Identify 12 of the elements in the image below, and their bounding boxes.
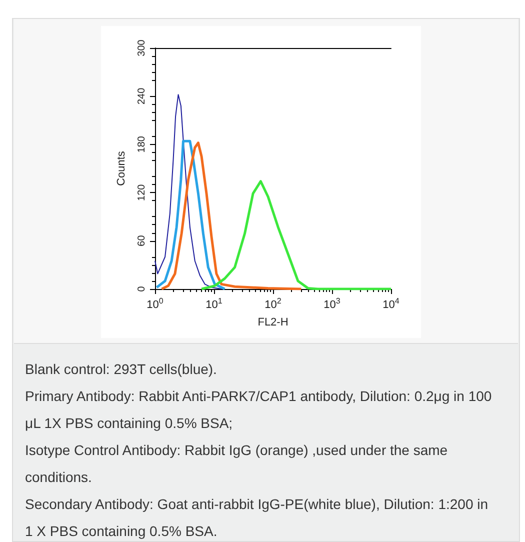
text: Secondary Antibody: Goat anti-rabbit IgG-PE(white blue), Dilution: 1:200 in 1 X PBS containing 0.5% BSA.: [25, 495, 490, 541]
text: Isotype Control Antibody: Rabbit IgG (orange) ,used under the same conditions.: [25, 441, 449, 487]
y-tick-label: 180: [136, 136, 148, 153]
y-tick-label: 60: [136, 234, 148, 246]
y-tick-label: 120: [136, 184, 148, 201]
y-axis-title: Counts: [116, 150, 128, 186]
y-tick-label: 300: [136, 39, 148, 56]
x-axis-title: FL2-H: [258, 316, 288, 328]
y-tick-label: 240: [136, 87, 148, 105]
text: Blank control: 293T cells(blue).: [25, 360, 218, 379]
text: Primary Antibody: Rabbit Anti-PARK7/CAP1 antibody, Dilution: 0.2μg in 100 μL 1X PBS containing 0.5% BSA;: [25, 387, 493, 433]
y-tick-label: 0: [136, 286, 148, 292]
